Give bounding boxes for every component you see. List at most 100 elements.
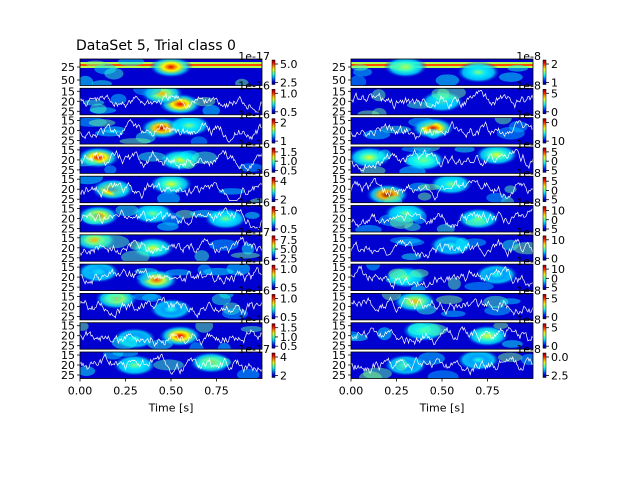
x-axis-label: Time [s] — [419, 402, 465, 415]
colorbar-tick-label: 1.0 — [280, 263, 298, 276]
colorbar-tick-label: 7.5 — [280, 234, 298, 247]
colorbar — [542, 352, 547, 378]
signal-trace — [351, 238, 533, 259]
colorbar — [542, 89, 547, 115]
colorbar-tick-label: 2 — [280, 370, 287, 383]
y-tick-label: 25 — [61, 252, 75, 265]
signal-trace — [80, 353, 262, 375]
signal-trace — [80, 296, 262, 319]
y-tick-label: 15 — [332, 203, 346, 216]
signal-trace — [80, 329, 262, 348]
y-tick-label: 20 — [61, 183, 75, 196]
y-tick-label: 25 — [61, 369, 75, 382]
x-tick-label: 0.50 — [430, 385, 455, 398]
colorbar-tick-label: 1.0 — [280, 87, 298, 100]
spectrogram — [351, 234, 533, 262]
signal-trace — [80, 181, 262, 201]
x-tick-label: 0.25 — [113, 385, 138, 398]
y-tick-label: 15 — [61, 261, 75, 274]
colorbar — [271, 176, 276, 202]
signal-trace — [80, 149, 262, 172]
y-tick-label: 25 — [61, 340, 75, 353]
y-tick-label: 20 — [61, 359, 75, 372]
x-tick-label: 0.75 — [475, 385, 500, 398]
spectrogram — [80, 322, 262, 350]
y-tick-label: 25 — [332, 61, 346, 74]
y-tick-label: 25 — [61, 281, 75, 294]
y-tick-label: 15 — [332, 144, 346, 157]
colorbar-offset-label: 1e-8 — [516, 343, 541, 356]
y-tick-label: 20 — [332, 183, 346, 196]
colorbar-offset-label: 1e-16 — [238, 314, 270, 327]
colorbar — [271, 352, 276, 378]
spectrogram — [351, 88, 533, 115]
colorbar — [542, 118, 547, 144]
y-tick-label: 15 — [61, 144, 75, 157]
colorbar-tick-label: 5 — [551, 282, 558, 295]
colorbar — [542, 176, 547, 202]
colorbar-offset-label: 1e-8 — [516, 197, 541, 210]
y-tick-label: 25 — [332, 135, 346, 148]
colorbar-tick-label: 1.5 — [280, 322, 298, 335]
colorbar-tick-label: 2.5 — [280, 77, 298, 90]
spectrogram — [80, 176, 262, 203]
axes-frame — [79, 58, 263, 86]
colorbar-tick-label: 1 — [551, 77, 558, 90]
y-tick-label: 15 — [332, 115, 346, 128]
colorbar-offset-label: 1e-8 — [516, 50, 541, 63]
colorbar-tick-label: 10 — [551, 263, 565, 276]
spectrogram — [80, 146, 262, 174]
colorbar-tick-label: 4 — [280, 175, 287, 188]
y-tick-label: 15 — [332, 290, 346, 303]
colorbar-tick-label: 0 — [551, 252, 558, 265]
y-tick-label: 25 — [332, 340, 346, 353]
signal-trace — [351, 325, 533, 346]
colorbar — [271, 323, 276, 349]
colorbar — [271, 59, 276, 85]
y-tick-label: 25 — [61, 310, 75, 323]
colorbar-tick-label: 10 — [551, 234, 565, 247]
signal-trace — [351, 177, 533, 201]
colorbar-tick-label: 1.0 — [280, 205, 298, 218]
colorbar-tick-label: 5 — [551, 194, 558, 207]
colorbar-offset-label: 1e-16 — [238, 109, 270, 122]
colorbar-tick-label: 0.0 — [551, 351, 569, 364]
colorbar-offset-label: 1e-8 — [516, 226, 541, 239]
colorbar — [271, 147, 276, 173]
y-tick-label: 15 — [332, 261, 346, 274]
colorbar-tick-label: 0 — [551, 340, 558, 353]
colorbar-tick-label: 5 — [551, 322, 558, 335]
colorbar-tick-label: 2 — [551, 58, 558, 71]
spectrogram — [80, 117, 262, 145]
colorbar-tick-label: 5 — [551, 292, 558, 305]
signal-trace — [80, 267, 262, 285]
colorbar — [271, 89, 276, 115]
y-tick-label: 25 — [332, 223, 346, 236]
x-tick-label: 0.25 — [384, 385, 409, 398]
colorbar — [542, 206, 547, 232]
colorbar-tick-label: 4 — [280, 351, 287, 364]
y-tick-label: 50 — [332, 74, 346, 87]
colorbar-tick-label: 2.5 — [551, 370, 569, 383]
colorbar — [542, 59, 547, 85]
colorbar-tick-label: 0.5 — [280, 311, 298, 324]
spectrogram — [351, 205, 533, 232]
y-tick-label: 20 — [332, 154, 346, 167]
signal-trace — [351, 208, 533, 229]
y-tick-label: 20 — [332, 359, 346, 372]
y-tick-label: 15 — [61, 290, 75, 303]
colorbar-tick-label: 5 — [551, 87, 558, 100]
y-tick-label: 20 — [332, 95, 346, 108]
y-tick-label: 20 — [61, 330, 75, 343]
y-tick-label: 15 — [332, 85, 346, 98]
